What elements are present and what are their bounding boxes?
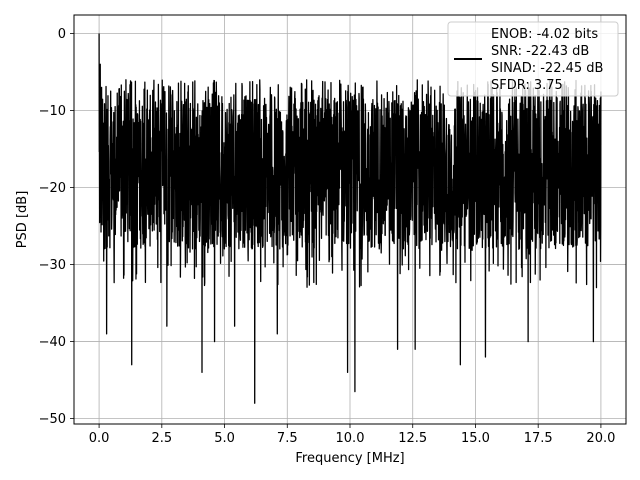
legend-snr: SNR: -22.43 dB bbox=[491, 44, 589, 59]
legend-box bbox=[447, 21, 619, 97]
x-tick-label: 7.5 bbox=[277, 431, 298, 446]
y-tick-label: −30 bbox=[39, 258, 66, 273]
psd-line bbox=[98, 33, 602, 404]
legend-enob: ENOB: -4.02 bits bbox=[491, 27, 598, 42]
y-tick-label: −40 bbox=[39, 335, 66, 350]
x-axis-label: Frequency [MHz] bbox=[295, 451, 404, 466]
legend-sinad: SINAD: -22.45 dB bbox=[491, 61, 603, 76]
x-tick-label: 12.5 bbox=[398, 431, 427, 446]
x-tick-label: 17.5 bbox=[524, 431, 553, 446]
x-tick-label: 2.5 bbox=[151, 431, 172, 446]
x-tick-label: 10.0 bbox=[336, 431, 365, 446]
y-tick-label: 0 bbox=[58, 27, 66, 42]
legend: ENOB: -4.02 bits SNR: -22.43 dB SINAD: -… bbox=[447, 21, 619, 97]
y-tick-label: −50 bbox=[39, 412, 66, 427]
x-tick-label: 20.0 bbox=[586, 431, 615, 446]
y-tick-label: −20 bbox=[39, 181, 66, 196]
series-psd-line bbox=[98, 33, 602, 404]
legend-sfdr: SFDR: 3.75 bbox=[491, 78, 563, 93]
x-tick-label: 0.0 bbox=[89, 431, 110, 446]
x-tick-label: 15.0 bbox=[461, 431, 490, 446]
y-axis-ticks: 0 −10 −20 −30 −40 −50 bbox=[39, 27, 74, 427]
x-axis-ticks: 0.0 2.5 5.0 7.5 10.0 12.5 15.0 17.5 20.0 bbox=[89, 424, 615, 446]
y-tick-label: −10 bbox=[39, 104, 66, 119]
x-tick-label: 5.0 bbox=[214, 431, 235, 446]
y-axis-label: PSD [dB] bbox=[15, 191, 30, 249]
